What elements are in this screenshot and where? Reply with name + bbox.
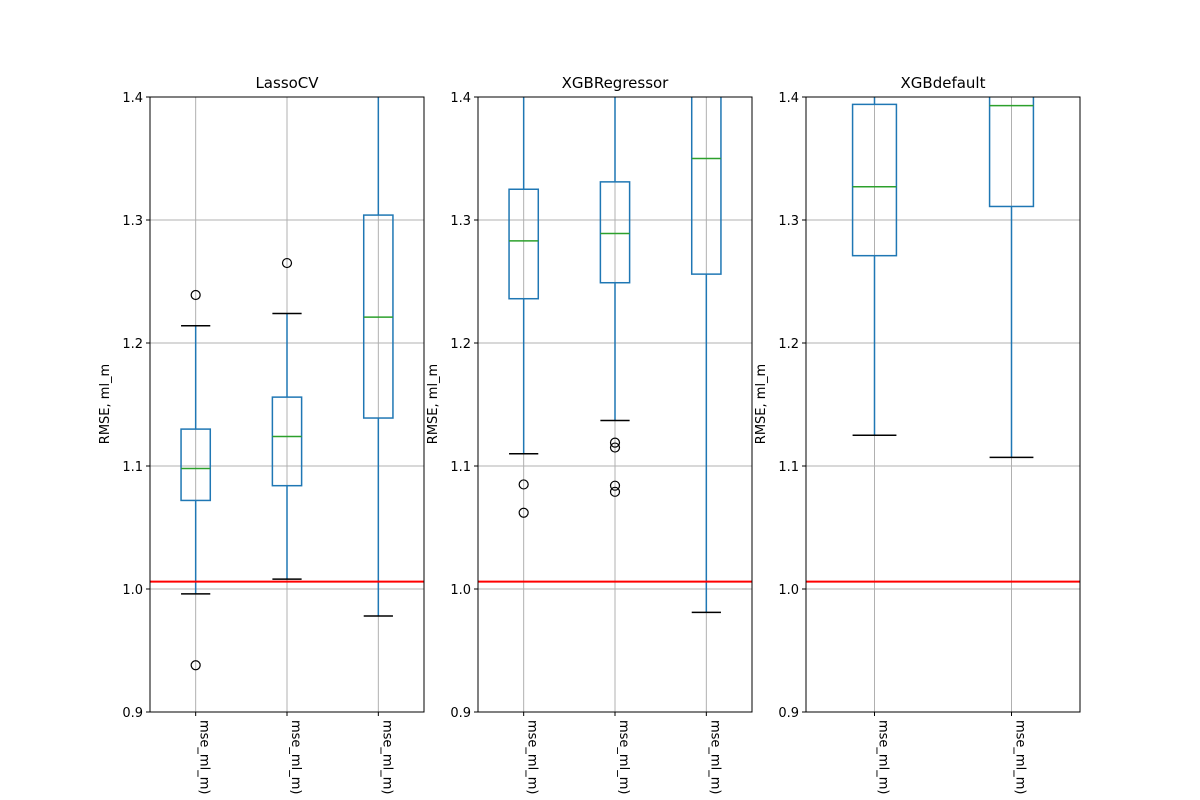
y-tick-label: 1.4 <box>122 91 143 106</box>
boxplot <box>690 97 722 614</box>
outlier-point <box>518 479 529 490</box>
panel-xgbregressor: XGBRegressor RMSE, ml_m 0.9 1.0 1.1 1.2 1.3 1… <box>426 74 753 794</box>
boxplot <box>508 97 540 518</box>
y-tick-label: 1.2 <box>122 337 143 352</box>
box <box>690 97 722 275</box>
y-tick-label: 1.0 <box>122 583 143 598</box>
box <box>508 188 540 300</box>
y-tick-label: 1.1 <box>450 460 471 475</box>
outlier-point <box>190 660 201 671</box>
boxplot <box>851 97 898 436</box>
y-tick-label: 1.3 <box>778 214 799 229</box>
box <box>271 396 303 487</box>
x-tick-label: mse_ml_m) <box>707 720 722 794</box>
panel-xgbdefault: XGBdefault RMSE, ml_m 0.9 1.0 1.1 1.2 1.3 1.4… <box>754 74 1081 794</box>
boxplot <box>599 97 631 497</box>
x-tick-label: mse_ml_m) <box>288 720 303 794</box>
panel-title: XGBdefault <box>901 74 986 92</box>
y-tick-label: 1.4 <box>778 91 799 106</box>
y-tick-label: 0.9 <box>450 706 471 721</box>
boxplot <box>988 97 1035 459</box>
x-tick-label: mse_ml_m) <box>876 720 891 794</box>
y-tick-label: 1.2 <box>778 337 799 352</box>
y-tick-label: 1.4 <box>450 91 471 106</box>
axes-frame <box>477 96 753 713</box>
y-tick-label: 1.0 <box>450 583 471 598</box>
x-tick-label: mse_ml_m) <box>1013 720 1028 794</box>
boxplot <box>271 257 303 580</box>
plot-area <box>851 97 1035 459</box>
x-tick-label: mse_ml_m) <box>379 720 394 794</box>
x-tick-label: mse_ml_m) <box>616 720 631 794</box>
y-tick-label: 0.9 <box>778 706 799 721</box>
x-tick-label: mse_ml_m) <box>197 720 212 794</box>
y-axis-label: RMSE, ml_m <box>754 364 769 444</box>
outlier-point <box>281 257 293 269</box>
outlier-point <box>609 480 621 491</box>
y-tick-label: 1.2 <box>450 337 471 352</box>
panel-lassocv: LassoCV RMSE, ml_m 0.9 1.0 1.1 1.2 1.3 1.4 mse… <box>98 74 425 794</box>
boxplot <box>180 289 212 671</box>
box <box>851 103 898 257</box>
panel-title: LassoCV <box>255 74 319 92</box>
y-tick-label: 1.0 <box>778 583 799 598</box>
outlier-point <box>518 507 529 518</box>
y-tick-label: 1.3 <box>122 214 143 229</box>
outlier-point <box>609 442 621 453</box>
x-tick-label: mse_ml_m) <box>525 720 540 794</box>
outlier-point <box>190 289 201 301</box>
axes-frame <box>805 96 1081 713</box>
y-axis-label: RMSE, ml_m <box>98 364 113 444</box>
y-axis-label: RMSE, ml_m <box>426 364 441 444</box>
y-tick-label: 1.3 <box>450 214 471 229</box>
box <box>180 428 212 502</box>
y-tick-label: 0.9 <box>122 706 143 721</box>
boxplot <box>362 97 394 617</box>
box <box>988 97 1035 208</box>
plot-area <box>180 97 394 671</box>
panel-title: XGBRegressor <box>562 74 670 92</box>
y-tick-label: 1.1 <box>122 460 143 475</box>
y-tick-label: 1.1 <box>778 460 799 475</box>
plot-area <box>508 97 722 614</box>
box <box>599 181 631 284</box>
outlier-point <box>609 486 621 497</box>
axes-frame <box>149 96 425 713</box>
outlier-point <box>609 437 621 448</box>
